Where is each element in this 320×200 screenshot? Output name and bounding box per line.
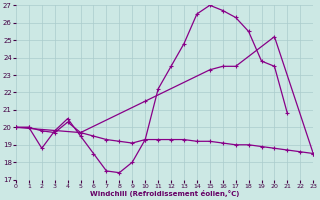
X-axis label: Windchill (Refroidissement éolien,°C): Windchill (Refroidissement éolien,°C): [90, 190, 239, 197]
